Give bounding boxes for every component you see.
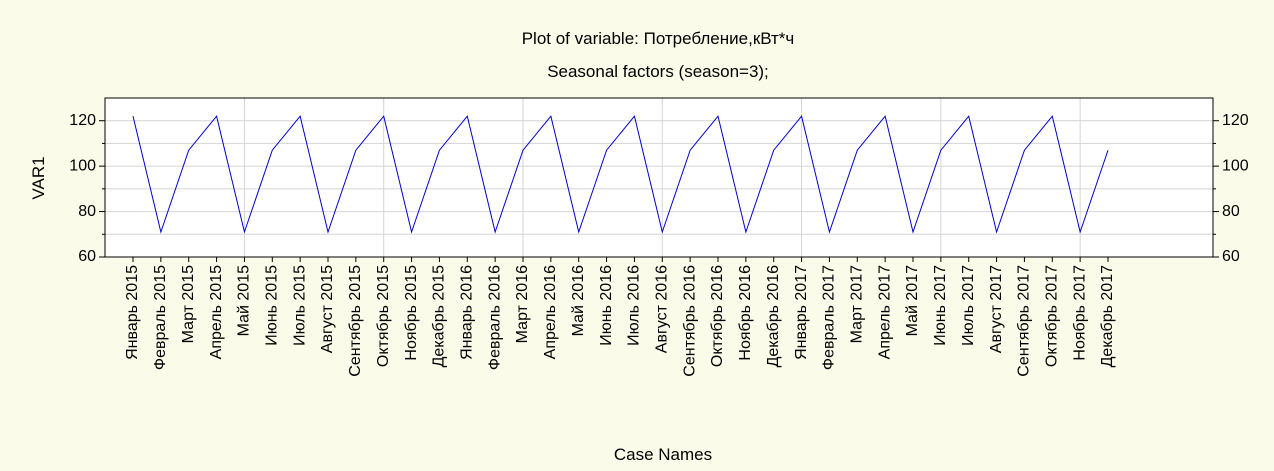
x-tick-label: Июль 2017 <box>960 265 977 346</box>
x-tick-label: Март 2016 <box>514 265 531 343</box>
chart-subtitle: Seasonal factors (season=3); <box>547 62 769 81</box>
y-axis-label: VAR1 <box>29 156 48 199</box>
x-tick-label: Март 2017 <box>849 265 866 343</box>
x-tick-label: Ноябрь 2016 <box>737 265 754 361</box>
x-tick-label: Сентябрь 2017 <box>1016 265 1033 377</box>
x-tick-label: Октябрь 2016 <box>709 265 726 367</box>
x-tick-label: Февраль 2015 <box>152 265 169 370</box>
x-tick-label: Июль 2016 <box>626 265 643 346</box>
y2-tick-label: 80 <box>1222 203 1240 220</box>
y2-tick-label: 120 <box>1222 112 1249 129</box>
x-tick-label: Май 2016 <box>570 265 587 336</box>
y-tick-label: 100 <box>69 157 96 174</box>
x-tick-label: Июль 2015 <box>291 265 308 346</box>
series-line <box>132 115 1109 234</box>
x-tick-label: Октябрь 2017 <box>1044 265 1061 367</box>
x-tick-label: Апрель 2015 <box>208 265 225 359</box>
x-tick-label: Июнь 2017 <box>932 265 949 346</box>
x-tick-label: Август 2015 <box>319 265 336 353</box>
y-tick-label: 120 <box>69 112 96 129</box>
plot-area <box>105 98 1213 257</box>
x-tick-label: Ноябрь 2015 <box>403 265 420 361</box>
x-tick-label: Декабрь 2017 <box>1099 265 1116 368</box>
x-tick-label: Ноябрь 2017 <box>1071 265 1088 361</box>
x-axis-label: Case Names <box>614 445 712 464</box>
x-tick-label: Июнь 2016 <box>598 265 615 346</box>
x-tick-label: Август 2017 <box>988 265 1005 353</box>
y2-tick-label: 60 <box>1222 248 1240 265</box>
x-tick-label: Сентябрь 2015 <box>347 265 364 377</box>
x-tick-label: Август 2016 <box>654 265 671 353</box>
x-tick-label: Май 2017 <box>904 265 921 336</box>
x-tick-label: Январь 2016 <box>459 265 476 360</box>
x-tick-label: Июнь 2015 <box>264 265 281 346</box>
x-tick-label: Сентябрь 2016 <box>681 265 698 377</box>
x-tick-label: Январь 2015 <box>124 265 141 360</box>
y-tick-label: 60 <box>78 248 96 265</box>
x-tick-label: Декабрь 2015 <box>431 265 448 368</box>
x-tick-label: Февраль 2017 <box>821 265 838 370</box>
chart-title: Plot of variable: Потребление,кВт*ч <box>522 29 795 48</box>
y2-tick-label: 100 <box>1222 157 1249 174</box>
x-tick-label: Апрель 2016 <box>542 265 559 359</box>
x-tick-label: Октябрь 2015 <box>375 265 392 367</box>
x-tick-label: Май 2015 <box>236 265 253 336</box>
x-tick-label: Апрель 2017 <box>876 265 893 359</box>
x-tick-label: Декабрь 2016 <box>765 265 782 368</box>
plot-border <box>104 97 1214 258</box>
y-tick-label: 80 <box>78 203 96 220</box>
x-tick-label: Март 2015 <box>180 265 197 343</box>
x-tick-label: Январь 2017 <box>793 265 810 360</box>
x-tick-label: Февраль 2016 <box>486 265 503 370</box>
